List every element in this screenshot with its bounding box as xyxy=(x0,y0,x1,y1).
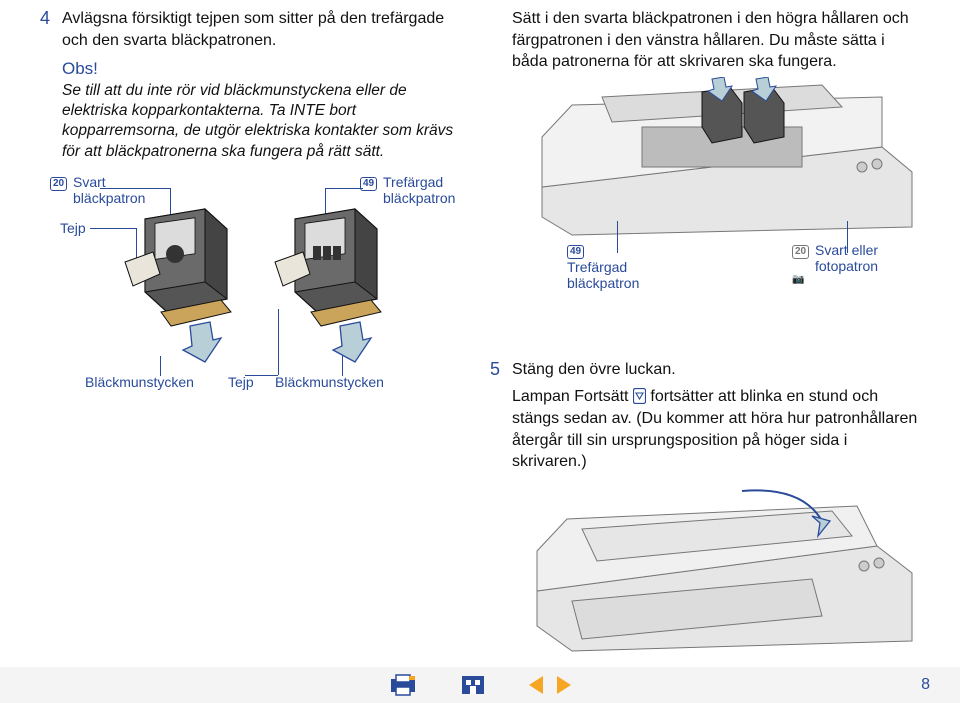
step-4-number: 4 xyxy=(40,8,62,29)
nozzles-label-right: Bläckmunstycken xyxy=(275,374,384,390)
prev-page-arrow[interactable] xyxy=(529,676,543,694)
note-body: Se till att du inte rör vid bläckmunstyc… xyxy=(62,81,470,162)
note-label: Obs! xyxy=(62,59,470,79)
tri-text-right: Trefärgad bläckpatron xyxy=(567,259,647,291)
black-text-right: Svart eller fotopatron xyxy=(815,242,895,274)
step-4-text: Avlägsna försiktigt tejpen som sitter på… xyxy=(62,8,470,51)
leader-line xyxy=(847,221,848,253)
leader-line xyxy=(278,309,279,375)
tri-cartridge-text: Trefärgad bläckpatron xyxy=(383,174,468,206)
footer-nav xyxy=(389,673,571,697)
tri-number-right: 49 xyxy=(567,245,584,259)
black-number-right: 20 xyxy=(792,245,809,259)
black-cartridge-label: 20 Svart bläckpatron xyxy=(50,174,153,206)
leader-line xyxy=(325,188,363,189)
next-page-arrow[interactable] xyxy=(557,676,571,694)
nozzles-label-left: Bläckmunstycken xyxy=(85,374,194,390)
printer-closed-icon xyxy=(512,481,922,656)
leader-line xyxy=(342,356,343,376)
printer-open-icon xyxy=(512,77,922,237)
step-5-body: Lampan Fortsätt fortsätter att blinka en… xyxy=(512,386,920,472)
leader-line xyxy=(100,188,170,189)
step-4: 4 Avlägsna försiktigt tejpen som sitter … xyxy=(40,8,470,51)
printer-closed-diagram xyxy=(512,481,920,661)
step5-body-a: Lampan Fortsätt xyxy=(512,388,633,405)
black-cartridge-icon xyxy=(115,204,265,374)
tri-cartridge-label: 49 Trefärgad bläckpatron xyxy=(360,174,468,206)
page-content: 4 Avlägsna försiktigt tejpen som sitter … xyxy=(0,0,960,661)
tape-label-left: Tejp xyxy=(60,220,86,236)
left-column: 4 Avlägsna försiktigt tejpen som sitter … xyxy=(30,8,480,661)
tape-label-right: Tejp xyxy=(228,374,254,390)
black-cartridge-number: 20 xyxy=(50,177,67,191)
print-icon[interactable] xyxy=(389,673,417,697)
tri-cartridge-icon xyxy=(265,204,415,374)
leader-line xyxy=(245,375,278,376)
black-cartridge-text: Svart bläckpatron xyxy=(73,174,153,206)
insert-instruction: Sätt i den svarta bläckpatronen i den hö… xyxy=(512,8,920,73)
leader-line xyxy=(160,356,161,376)
home-icon[interactable] xyxy=(459,673,487,697)
step-5-text: Stäng den övre luckan. xyxy=(512,359,676,381)
printer-cartridge-labels: 49 Trefärgad bläckpatron 20 Svart eller … xyxy=(512,242,920,291)
cartridge-diagram: 20 Svart bläckpatron Tejp 49 Trefärgad b… xyxy=(50,174,470,399)
right-column: Sätt i den svarta bläckpatronen i den hö… xyxy=(480,8,930,661)
page-number: 8 xyxy=(921,676,930,694)
leader-line xyxy=(617,221,618,253)
step-5-number: 5 xyxy=(490,359,512,380)
printer-top-diagram: 49 Trefärgad bläckpatron 20 Svart eller … xyxy=(512,77,920,355)
black-label-right: 20 Svart eller fotopatron 📷 xyxy=(792,242,895,291)
step-5: 5 Stäng den övre luckan. xyxy=(490,359,920,381)
resume-button-icon xyxy=(633,388,646,404)
page-footer: 8 xyxy=(0,667,960,703)
